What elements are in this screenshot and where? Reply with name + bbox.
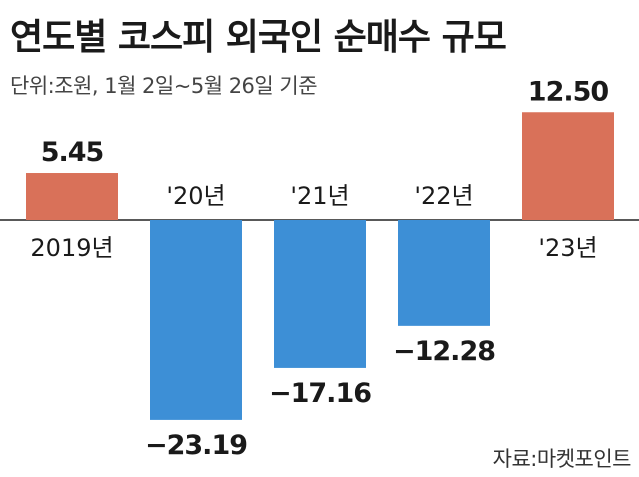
- category-label-2: '21년: [290, 182, 349, 210]
- category-label-4: '23년: [538, 234, 597, 262]
- category-label-3: '22년: [414, 182, 473, 210]
- bar-0: [26, 173, 118, 220]
- bar-1: [150, 220, 242, 420]
- bar-2: [274, 220, 366, 368]
- value-label-3: −12.28: [393, 336, 495, 367]
- chart-title: 연도별 코스피 외국인 순매수 규모: [10, 17, 507, 58]
- value-label-0: 5.45: [41, 137, 104, 168]
- category-label-0: 2019년: [30, 234, 113, 262]
- labels-layer: 2019년 5.45 '20년 −23.19 '21년 −17.16 '22년 −12.28 '…: [30, 76, 609, 461]
- value-label-1: −23.19: [145, 430, 247, 461]
- value-label-2: −17.16: [269, 378, 371, 409]
- source-note: 자료:마켓포인트: [492, 447, 632, 471]
- bar-4: [522, 112, 614, 220]
- category-label-1: '20년: [166, 182, 225, 210]
- bars-layer: [0, 112, 639, 420]
- value-label-4: 12.50: [528, 76, 609, 107]
- chart-subtitle: 단위:조원, 1월 2일~5월 26일 기준: [10, 74, 318, 98]
- bar-3: [398, 220, 490, 326]
